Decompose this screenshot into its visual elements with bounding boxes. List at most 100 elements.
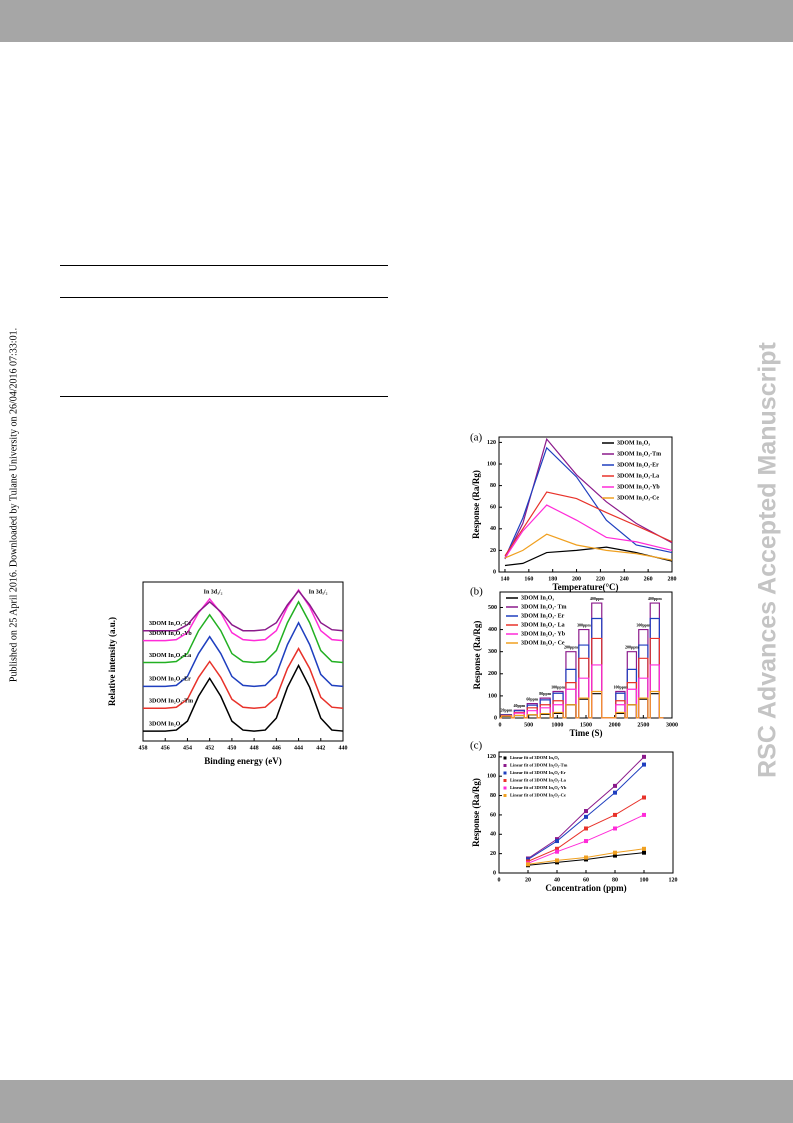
annotation: 60ppm	[526, 697, 538, 702]
y-tick-label: 40	[490, 526, 496, 532]
y-axis-title: Response (Ra/Rg)	[471, 778, 481, 847]
legend-label: 3DOM In₂O₃-Er	[617, 462, 659, 468]
series-line	[143, 647, 344, 709]
annotation: 40ppm	[513, 703, 525, 708]
x-tick-label: 160	[524, 576, 533, 582]
x-tick-label: 3000	[666, 722, 678, 728]
series-line	[504, 533, 673, 561]
series-label: 3DOM In₂O₃-Ce	[149, 621, 191, 627]
series-line	[504, 446, 673, 559]
x-tick-label: 200	[572, 576, 581, 582]
point	[613, 783, 617, 788]
legend-label: 3DOM In₂O₃- Er	[521, 613, 565, 619]
point	[642, 754, 646, 759]
y-tick-label: 120	[487, 440, 496, 446]
x-tick-label: 180	[548, 576, 557, 582]
x-tick-label: 452	[205, 745, 214, 751]
point	[642, 846, 646, 851]
panel-label: (c)	[470, 740, 483, 752]
table-rule	[60, 297, 388, 298]
y-tick-label: 400	[488, 627, 497, 633]
y-tick-label: 80	[490, 793, 496, 799]
y-tick-label: 0	[494, 715, 497, 721]
x-tick-label: 446	[272, 745, 281, 751]
legend-swatch	[503, 771, 507, 775]
point	[584, 855, 588, 860]
y-tick-label: 60	[490, 812, 496, 818]
series-line	[504, 546, 673, 567]
y-tick-label: 0	[493, 569, 496, 575]
panel-label: (b)	[470, 586, 483, 598]
x-tick-label: 220	[596, 576, 605, 582]
legend-swatch	[503, 779, 507, 782]
series-label: 3DOM In₂O₃	[149, 721, 182, 727]
point	[642, 762, 646, 767]
point	[584, 826, 588, 831]
point	[642, 795, 646, 800]
y-tick-label: 20	[490, 548, 496, 554]
point	[642, 812, 646, 817]
x-tick-label: 1500	[580, 722, 592, 728]
y-tick-label: 20	[490, 851, 496, 857]
x-tick-label: 260	[644, 576, 653, 582]
y-tick-label: 200	[488, 671, 497, 677]
series-label: 3DOM In₂O₃-Yb	[149, 631, 192, 637]
x-tick-label: 20	[525, 877, 531, 883]
x-tick-label: 450	[227, 745, 236, 751]
x-tick-label: 444	[294, 745, 303, 751]
annotation: In 3d₃/₂	[204, 589, 223, 595]
x-axis-title: Temperature(°C)	[552, 582, 618, 592]
y-tick-label: 40	[490, 832, 496, 838]
point	[613, 812, 617, 817]
header-bar	[0, 0, 793, 42]
legend-swatch	[503, 794, 507, 797]
series-line	[504, 491, 673, 557]
annotation: 300ppm	[636, 623, 650, 628]
x-tick-label: 440	[339, 745, 348, 751]
legend-label: 3DOM In₂O₃- Yb	[521, 631, 566, 637]
point	[555, 846, 559, 851]
x-tick-label: 1000	[551, 722, 563, 728]
point	[613, 853, 617, 858]
y-tick-label: 60	[490, 505, 496, 511]
y-axis-title: Response (Ra/Rg)	[472, 621, 482, 690]
point	[613, 850, 617, 855]
point	[584, 839, 588, 844]
point	[613, 826, 617, 831]
x-tick-label: 454	[183, 745, 192, 751]
x-tick-label: 458	[139, 745, 148, 751]
x-tick-label: 240	[620, 576, 629, 582]
series-label: 3DOM In₂O₃-La	[149, 653, 191, 659]
legend-swatch	[503, 756, 507, 760]
series-line	[504, 504, 673, 559]
x-tick-label: 120	[669, 877, 678, 883]
x-tick-label: 500	[524, 722, 533, 728]
legend-label: 3DOM In₂O₃-La	[617, 473, 659, 479]
y-tick-label: 120	[487, 754, 496, 760]
legend-swatch	[503, 764, 507, 767]
legend-label: Linear fit of 3DOM In₂O₃-Ce	[510, 793, 566, 798]
legend-label: Linear fit of 3DOM In₂O₃	[510, 755, 560, 760]
y-tick-label: 100	[488, 693, 497, 699]
x-tick-label: 0	[498, 877, 501, 883]
x-tick-label: 100	[640, 877, 649, 883]
table-rule	[60, 265, 388, 266]
series-line	[143, 589, 344, 632]
x-tick-label: 2500	[637, 722, 649, 728]
x-tick-label: 80	[612, 877, 618, 883]
point	[555, 849, 559, 854]
y-axis-title: Relative intensity (a.u.)	[107, 617, 117, 706]
legend-label: Linear fit of 3DOM In₂O₃-Er	[510, 770, 566, 775]
y-tick-label: 0	[493, 870, 496, 876]
y-tick-label: 300	[488, 649, 497, 655]
legend-label: 3DOM In₂O₃-Yb	[617, 484, 660, 490]
x-tick-label: 60	[583, 877, 589, 883]
series-line	[143, 588, 344, 642]
legend-label: Linear fit of 3DOM In₂O₃-La	[510, 778, 567, 783]
series-line	[143, 621, 344, 688]
point	[526, 862, 530, 867]
point	[555, 858, 559, 863]
series-label: 3DOM In₂O₃-Tm	[149, 699, 193, 705]
